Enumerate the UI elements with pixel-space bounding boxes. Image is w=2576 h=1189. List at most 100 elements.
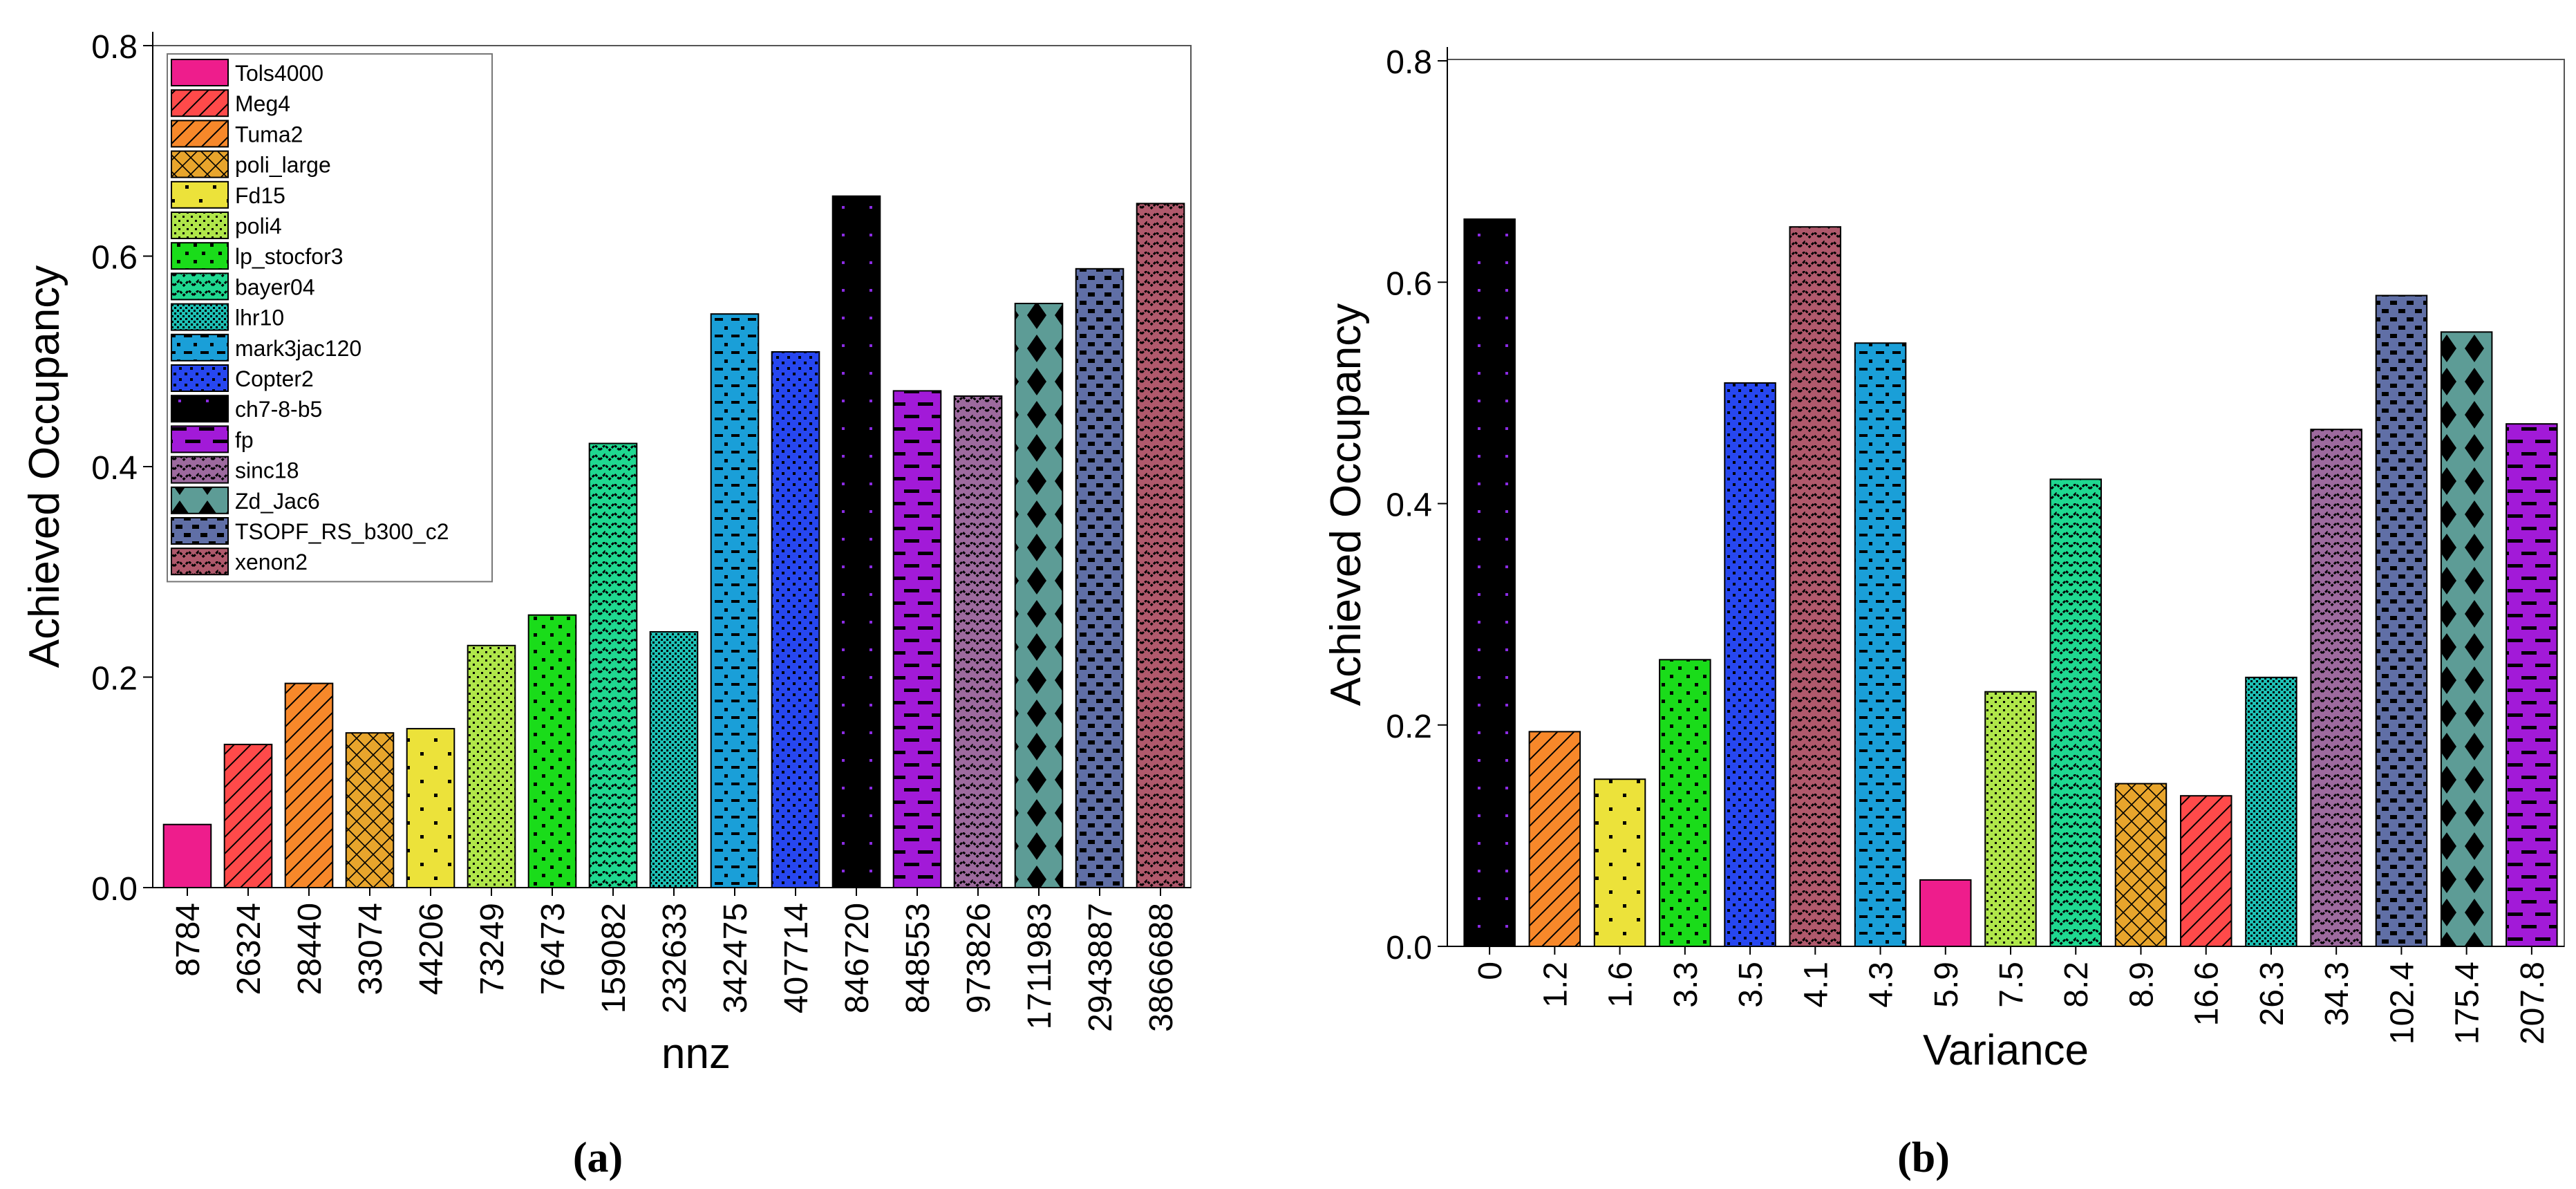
bar-Zd_Jac6 [1014, 303, 1064, 888]
x-axis-a: 8784 26324 28440 33074 44206 73249 76473 159082… [153, 887, 1191, 1032]
bars-a [162, 195, 1185, 889]
bar-lhr10 [2245, 676, 2297, 948]
bar-Tols4000 [162, 823, 212, 888]
legend-swatch-xenon2 [171, 547, 229, 576]
x-tick-label: 3866688 [1143, 903, 1180, 1032]
legend-label: Tuma2 [235, 122, 303, 147]
legend-label: Fd15 [235, 183, 285, 208]
bar-Zd_Jac6 [2440, 331, 2493, 947]
x-tick-label: 973826 [961, 903, 997, 1013]
x-axis-b: 0 1.2 1.6 3.3 3.5 4.1 4.3 5.9 7.5 8.2 8.9 16.6 26.3 3… [1447, 946, 2564, 1045]
legend-label: bayer04 [235, 274, 315, 299]
y-tick-label: 0.6 [1386, 265, 1432, 302]
x-tick-label: 407714 [778, 903, 815, 1013]
x-tick-label: 8784 [170, 903, 207, 977]
y-axis-b: 0.0 0.2 0.4 0.6 0.8 [1386, 44, 1448, 966]
legend-swatch-sinc18 [171, 456, 229, 484]
x-tick-label: 1711983 [1022, 903, 1058, 1029]
bar-xenon2 [1136, 203, 1185, 888]
x-tick-label: 0 [1472, 962, 1509, 980]
x-tick-label: 8.2 [2058, 962, 2095, 1008]
x-axis-label-b: Variance [1923, 1027, 2089, 1074]
y-axis-a: 0.0 0.2 0.4 0.6 0.8 [91, 29, 153, 908]
bar-poli_large [345, 732, 395, 888]
legend-label: lhr10 [235, 306, 284, 330]
legend-label: lp_stocfor3 [235, 244, 344, 269]
legend-swatch-Copter2 [171, 364, 229, 392]
x-tick-label: 7.5 [1993, 962, 2030, 1008]
legend-swatch-Fd15 [171, 180, 229, 209]
legend-swatch-mark3jac120 [171, 333, 229, 362]
legend-swatch-Zd_Jac6 [171, 486, 229, 514]
x-tick-label: 232633 [657, 903, 693, 1013]
bar-xenon2 [1789, 226, 1841, 948]
legend-label: TSOPF_RS_b300_c2 [235, 519, 449, 544]
x-tick-label: 3.5 [1733, 962, 1769, 1008]
x-tick-label: 102.4 [2384, 962, 2420, 1045]
y-tick-label: 0.4 [91, 450, 138, 487]
y-tick-label: 0.0 [91, 871, 138, 908]
bar-fp [2506, 423, 2558, 947]
legend-label: sinc18 [235, 458, 299, 483]
legend-swatch-fp [171, 425, 229, 453]
y-axis-label-a: Achieved Occupancy [21, 265, 68, 668]
legend-swatch-lhr10 [171, 303, 229, 331]
y-axis-label-b: Achieved Occupancy [1322, 303, 1370, 706]
bar-Tuma2 [1528, 731, 1581, 948]
y-tick-label: 0.0 [1386, 930, 1432, 966]
legend-swatch-lp_stocfor3 [171, 242, 229, 270]
bar-Tuma2 [284, 682, 334, 888]
bar-Meg4 [2180, 795, 2232, 947]
bar-ch7_8_b5 [831, 195, 881, 888]
bar-poli4 [467, 644, 516, 888]
legend-swatch-Tols4000 [171, 59, 229, 86]
bar-ch7_8_b5 [1463, 218, 1516, 947]
x-tick-label: 76473 [535, 903, 572, 995]
legend-a: Tols4000 Meg4 Tuma2 poli_large Fd15 poli4 lp_s… [167, 53, 493, 583]
legend-label: Tols4000 [235, 61, 323, 86]
x-tick-label: 175.4 [2450, 962, 2486, 1045]
bar-Fd15 [1593, 778, 1646, 947]
bar-Meg4 [223, 743, 273, 889]
bar-fp [892, 390, 942, 888]
bar-mark3jac120 [710, 313, 760, 888]
x-tick-label: 16.6 [2189, 962, 2226, 1026]
x-tick-label: 26324 [231, 903, 267, 995]
bar-lhr10 [649, 631, 699, 888]
x-tick-label: 4.3 [1863, 962, 1900, 1008]
bar-poli4 [1984, 691, 2037, 947]
chart-panel-b: 0.0 0.2 0.4 0.6 0.8 0 1.2 1.6 3.3 3.5 4.1 4.3 5.9 7.… [1322, 44, 2565, 1074]
legend-swatch-bayer04 [171, 272, 229, 301]
legend-swatch-TSOPF_RS_b300_c2 [171, 517, 229, 545]
x-tick-label: 44206 [413, 903, 450, 995]
x-tick-label: 848553 [900, 903, 937, 1013]
x-tick-label: 159082 [596, 903, 632, 1013]
legend-swatch-poli_large [171, 150, 229, 178]
bar-TSOPF_RS_b300_c2 [1075, 268, 1125, 888]
y-tick-label: 0.8 [1386, 44, 1432, 81]
legend-label: Copter2 [235, 366, 314, 391]
legend-label: fp [235, 427, 254, 452]
bar-bayer04 [2049, 478, 2102, 947]
bar-poli_large [2114, 783, 2168, 947]
bar-mark3jac120 [1854, 342, 1907, 947]
y-tick-label: 0.2 [1386, 709, 1432, 745]
legend-label: Meg4 [235, 91, 290, 116]
x-tick-label: 2943887 [1082, 903, 1119, 1032]
x-tick-label: 28440 [292, 903, 328, 995]
y-tick-label: 0.4 [1386, 487, 1432, 524]
bar-sinc18 [953, 395, 1003, 888]
legend-label: poli_large [235, 153, 331, 178]
bar-Copter2 [771, 351, 820, 888]
legend-label: poli4 [235, 214, 282, 238]
legend-swatch-Meg4 [171, 89, 229, 118]
legend-swatch-poli4 [171, 212, 229, 239]
legend-label: ch7-8-b5 [235, 397, 322, 422]
y-tick-label: 0.2 [91, 661, 138, 698]
x-axis-label-a: nnz [661, 1030, 731, 1078]
y-tick-label: 0.8 [91, 29, 138, 66]
bar-bayer04 [588, 442, 638, 888]
legend-label: Zd_Jac6 [235, 489, 320, 514]
y-tick-label: 0.6 [91, 240, 138, 277]
